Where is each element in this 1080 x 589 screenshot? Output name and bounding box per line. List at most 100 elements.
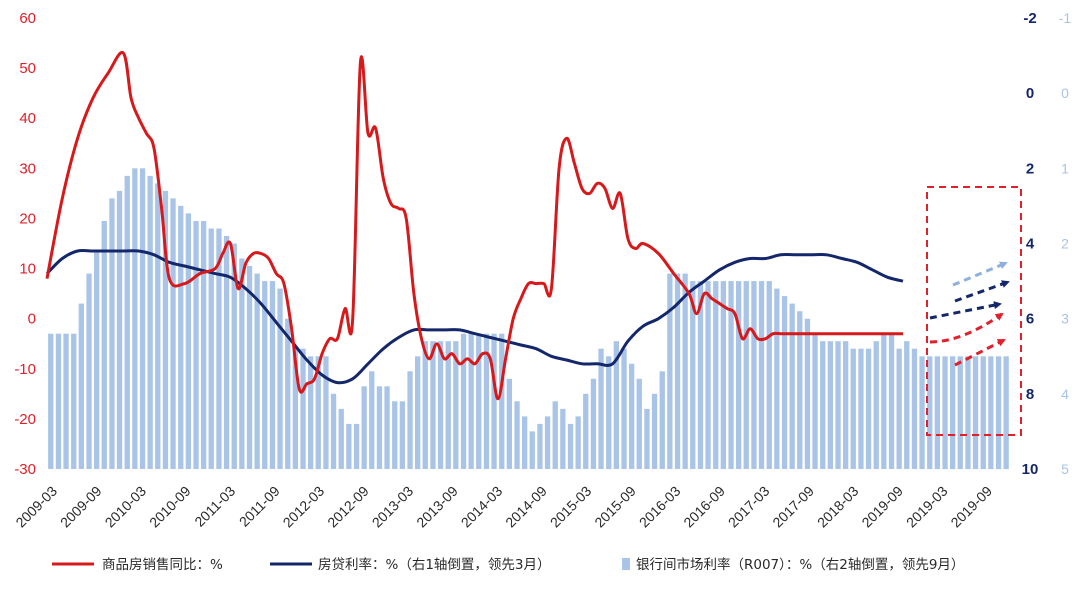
bar [445, 341, 451, 469]
bar [292, 348, 298, 469]
y-right1-tick: -2 [1023, 10, 1036, 27]
bar [262, 281, 268, 469]
x-tick: 2009-03 [12, 483, 60, 531]
bar [71, 333, 77, 469]
bar [239, 258, 245, 469]
bar [598, 348, 604, 469]
bar [353, 423, 360, 469]
bar [185, 213, 191, 469]
legend-label-mortgage: 房贷利率：%（右1轴倒置，领先3月） [318, 556, 551, 573]
bar [560, 408, 566, 469]
bar [55, 333, 62, 469]
bar [208, 228, 214, 469]
bar [583, 393, 589, 469]
bar [246, 266, 253, 469]
mortgage-rate-line [45, 248, 904, 385]
bar [308, 356, 314, 470]
bar [1003, 356, 1009, 470]
legend: 商品房销售同比：% 房贷利率：%（右1轴倒置，领先3月） 银行间市场利率（R007）… [52, 556, 964, 573]
bar [636, 378, 642, 469]
bar [499, 333, 505, 469]
bar [529, 431, 535, 469]
bar [346, 423, 352, 469]
bar [896, 348, 902, 469]
y-right1-tick: 10 [1022, 461, 1039, 478]
interbank-rate-bars [48, 168, 1009, 470]
y-left-tick: -30 [14, 461, 36, 478]
bar [758, 281, 765, 469]
bar [629, 363, 635, 469]
x-tick: 2010-03 [102, 483, 150, 531]
y-left-tick: 0 [28, 311, 36, 328]
bar [399, 401, 405, 469]
bar [812, 333, 818, 469]
x-tick: 2017-03 [725, 483, 773, 531]
y-right2-tick: 5 [1061, 461, 1069, 477]
bar [223, 236, 230, 469]
bar [231, 243, 237, 469]
bar [139, 168, 146, 470]
forecast-arrow [929, 301, 1002, 320]
bar [820, 341, 826, 469]
forecast-box [926, 186, 1022, 436]
bar [384, 386, 390, 469]
bar [162, 190, 169, 469]
x-tick: 2015-03 [547, 483, 595, 531]
bar [369, 371, 375, 469]
bar [919, 356, 925, 470]
bar [942, 356, 948, 470]
x-tick: 2013-03 [369, 483, 417, 531]
y-right2-tick: 0 [1061, 85, 1069, 101]
y-right2-tick: 2 [1061, 236, 1069, 252]
bar [927, 356, 933, 470]
forecast-annotation [926, 186, 1022, 436]
bar [491, 333, 497, 469]
x-tick: 2014-03 [458, 483, 506, 531]
bar [606, 356, 612, 470]
bar [78, 303, 84, 469]
forecast-arrow [954, 338, 1006, 367]
lines [45, 50, 904, 401]
bar [537, 423, 543, 469]
bar [751, 281, 757, 469]
bar [705, 281, 711, 469]
bar [690, 281, 696, 469]
y-left-tick: -20 [14, 411, 36, 428]
x-tick: 2016-03 [636, 483, 684, 531]
bar [904, 341, 910, 469]
x-tick: 2015-09 [591, 483, 639, 531]
y-right1-tick: 4 [1026, 236, 1035, 253]
legend-label-interbank: 银行间市场利率（R007）：%（右2轴倒置，领先9月） [636, 556, 964, 573]
x-axis: 2009-032009-092010-032010-092011-032011-… [12, 483, 995, 531]
y-right1-tick: 2 [1026, 160, 1034, 177]
bar [736, 281, 742, 469]
bar [713, 281, 719, 469]
bar [277, 288, 283, 469]
bar [430, 341, 436, 469]
bar [63, 333, 69, 469]
bar [995, 356, 1002, 470]
y-right2-tick: -1 [1059, 10, 1072, 26]
bar [766, 281, 772, 469]
bar [934, 356, 940, 470]
bar [170, 198, 176, 469]
bar [552, 401, 558, 469]
x-tick: 2011-09 [236, 483, 283, 530]
bar [911, 348, 918, 469]
y-left-tick: 50 [19, 60, 36, 77]
bar [865, 348, 872, 469]
bar [361, 386, 367, 469]
bar [965, 356, 971, 470]
bar [453, 341, 459, 469]
bar [132, 168, 138, 470]
bar [950, 356, 956, 470]
y-left-tick: -10 [14, 361, 36, 378]
bar [101, 221, 107, 469]
bar [843, 341, 849, 469]
bar [483, 333, 490, 469]
y-axis-left: 60 50 40 30 20 10 0 -10 -20 -30 [14, 10, 36, 478]
y-right1-tick: 8 [1026, 386, 1034, 403]
x-tick: 2010-09 [146, 483, 194, 531]
bar [575, 416, 581, 469]
x-tick: 2013-09 [413, 483, 461, 531]
